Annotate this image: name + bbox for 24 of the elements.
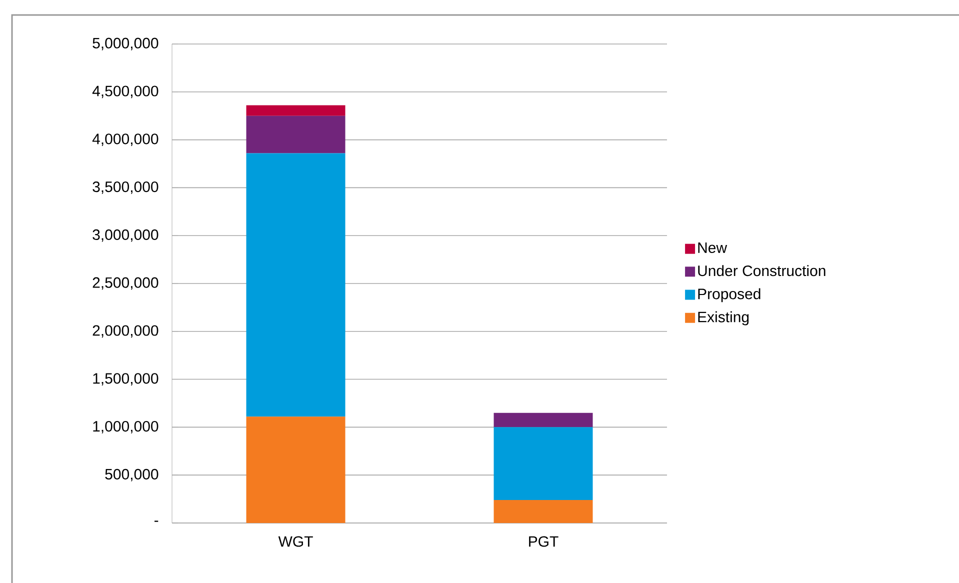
legend-label: New bbox=[698, 242, 728, 254]
y-tick-label: 4,500,000 bbox=[92, 86, 158, 98]
x-tick-label: WGT bbox=[278, 536, 313, 547]
legend-label: Existing bbox=[698, 311, 749, 326]
bar bbox=[494, 412, 593, 428]
y-tick-label: 4,000,000 bbox=[92, 134, 158, 146]
y-tick-label: 3,000,000 bbox=[92, 229, 158, 242]
y-tick-label: - bbox=[154, 520, 158, 522]
y-tick-label: 5,000,000 bbox=[92, 38, 158, 50]
bar bbox=[246, 416, 346, 523]
bar bbox=[494, 500, 593, 523]
y-tick-label: 2,500,000 bbox=[92, 277, 158, 290]
y-tick-label: 1,000,000 bbox=[93, 420, 158, 434]
x-tick-label: PGT bbox=[529, 536, 558, 547]
legend-label: Proposed bbox=[698, 288, 760, 302]
y-tick-label: 2,000,000 bbox=[92, 325, 158, 338]
bar bbox=[494, 427, 593, 500]
bar bbox=[246, 105, 346, 116]
y-tick-label: 1,500,000 bbox=[93, 373, 158, 386]
bar bbox=[246, 153, 346, 417]
y-tick-label: 3,500,000 bbox=[92, 181, 158, 194]
y-tick-label: 500,000 bbox=[105, 468, 158, 482]
bar bbox=[246, 116, 346, 154]
legend-label: Under Construction bbox=[698, 265, 826, 276]
